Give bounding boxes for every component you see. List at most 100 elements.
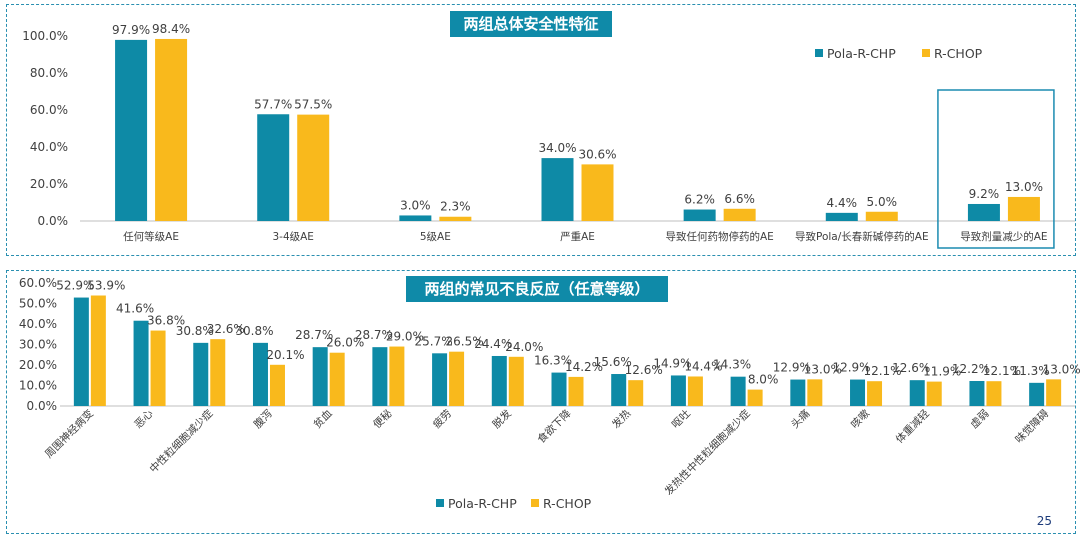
data-label: 11.3% xyxy=(1012,364,1050,378)
bar-pola xyxy=(730,376,746,406)
chart-title: 两组总体安全性特征 xyxy=(463,15,598,33)
bar-pola xyxy=(312,347,328,406)
category-label: 虚弱 xyxy=(968,408,991,431)
y-tick-label: 40.0% xyxy=(30,140,68,154)
legend-swatch xyxy=(815,49,823,57)
bar-pola xyxy=(969,380,985,406)
bar-rchop xyxy=(155,38,188,222)
legend-label: Pola-R-CHP xyxy=(448,496,517,511)
data-label: 16.3% xyxy=(534,354,572,368)
category-label: 导致剂量减少的AE xyxy=(960,230,1047,243)
data-label: 97.9% xyxy=(112,23,150,37)
category-label: 腹泻 xyxy=(251,407,275,431)
category-label: 5级AE xyxy=(420,231,451,243)
y-tick-label: 80.0% xyxy=(30,66,68,80)
category-label: 3-4级AE xyxy=(272,231,313,243)
data-label: 34.0% xyxy=(538,141,576,155)
highlight-box xyxy=(937,89,1055,249)
bar-rchop xyxy=(628,380,644,406)
category-label: 发热 xyxy=(609,407,633,431)
data-label: 57.7% xyxy=(254,97,292,111)
bar-rchop xyxy=(1046,379,1062,406)
category-label: 脱发 xyxy=(490,407,514,431)
data-label: 8.0% xyxy=(748,373,779,387)
data-label: 11.9% xyxy=(923,365,961,379)
bar-rchop xyxy=(269,364,285,406)
y-tick-label: 0.0% xyxy=(27,399,58,413)
bar-rchop xyxy=(687,376,703,406)
chart-title-box xyxy=(450,11,612,37)
legend-swatch xyxy=(922,49,930,57)
data-label: 13.0% xyxy=(1043,362,1080,376)
category-label: 导致Pola/长春新碱停药的AE xyxy=(795,230,929,243)
data-label: 4.4% xyxy=(827,196,858,210)
category-label: 食欲下降 xyxy=(535,407,574,446)
data-label: 36.8% xyxy=(147,314,185,328)
data-label: 30.6% xyxy=(578,147,616,161)
category-label: 疲劳 xyxy=(430,407,454,431)
bar-pola xyxy=(491,355,507,406)
category-label: 便秘 xyxy=(370,407,394,431)
bar-pola xyxy=(909,380,925,406)
bar-rchop xyxy=(926,381,942,406)
y-tick-label: 30.0% xyxy=(19,338,57,352)
y-tick-label: 20.0% xyxy=(19,358,57,372)
data-label: 26.0% xyxy=(326,336,364,350)
bar-pola xyxy=(257,114,290,221)
category-label: 任何等级AE xyxy=(123,230,179,243)
data-label: 6.6% xyxy=(724,192,755,206)
bar-pola xyxy=(372,347,388,406)
bar-pola xyxy=(670,375,686,406)
overall-safety-chart: 两组总体安全性特征 0.0% 20.0% 40.0% 60.0% 80.0% 100.0% 9… xyxy=(22,11,1075,249)
bar-rchop xyxy=(986,381,1002,406)
data-label: 32.6% xyxy=(207,322,245,336)
bar-rchop xyxy=(747,389,763,406)
category-label: 头痛 xyxy=(788,407,812,431)
y-tick-label: 10.0% xyxy=(19,379,57,393)
category-label: 导致任何药物停药的AE xyxy=(665,230,773,243)
category-label: 咳嗽 xyxy=(848,407,872,431)
category-label: 呕吐 xyxy=(670,407,694,431)
y-tick-label: 50.0% xyxy=(19,297,57,311)
bar-pola xyxy=(850,379,866,406)
bar-pola xyxy=(399,215,432,221)
data-label: 12.9% xyxy=(832,361,870,375)
bar-rchop xyxy=(439,216,472,221)
data-label: 24.4% xyxy=(474,337,512,351)
data-label: 98.4% xyxy=(152,22,190,36)
data-label: 41.6% xyxy=(116,302,154,316)
legend-label: R-CHOP xyxy=(543,496,592,511)
legend-label: Pola-R-CHP xyxy=(827,46,896,61)
category-label: 中性粒细胞减少症 xyxy=(147,407,216,476)
bar-rchop xyxy=(867,381,883,406)
legend-swatch xyxy=(436,499,444,507)
data-label: 12.6% xyxy=(625,363,663,377)
data-label: 30.8% xyxy=(235,324,273,338)
common-ae-panel xyxy=(6,270,1076,534)
data-label: 13.0% xyxy=(1005,180,1043,194)
bar-rchop xyxy=(389,346,405,406)
category-label: 周围神经病变 xyxy=(42,407,96,461)
category-label: 贫血 xyxy=(311,407,335,431)
data-label: 14.4% xyxy=(684,359,722,373)
bar-rchop xyxy=(508,356,524,406)
data-label: 20.1% xyxy=(266,348,304,362)
bar-rchop xyxy=(865,211,898,221)
bar-pola xyxy=(790,379,806,406)
page-number: 25 xyxy=(1036,514,1052,528)
category-label: 严重AE xyxy=(560,230,595,243)
data-label: 26.5% xyxy=(446,335,484,349)
data-label: 13.0% xyxy=(804,362,842,376)
category-label: 体重减轻 xyxy=(893,407,932,446)
data-label: 2.3% xyxy=(440,200,471,214)
data-label: 5.0% xyxy=(867,195,898,209)
bar-pola xyxy=(683,209,716,221)
data-label: 12.2% xyxy=(952,362,990,376)
legend-swatch xyxy=(531,499,539,507)
data-label: 12.9% xyxy=(773,361,811,375)
category-label: 味觉障碍 xyxy=(1012,407,1051,446)
y-tick-label: 60.0% xyxy=(19,276,57,290)
data-label: 52.9% xyxy=(56,279,94,293)
data-label: 29.0% xyxy=(386,330,424,344)
